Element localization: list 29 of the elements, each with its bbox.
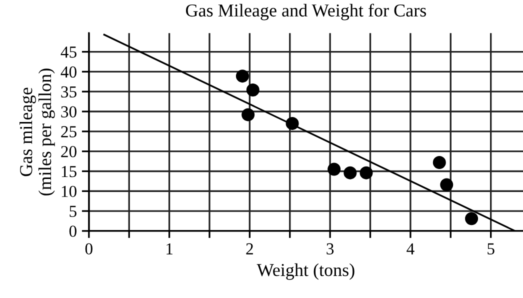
y-tick-label: 0 xyxy=(69,226,76,237)
y-tick-label: 20 xyxy=(61,146,76,158)
x-axis-title: Weight (tons) xyxy=(256,263,354,280)
x-tick-label: 0 xyxy=(85,243,92,254)
point xyxy=(360,166,373,180)
point xyxy=(242,108,255,122)
x-tick-label: 3 xyxy=(326,243,334,254)
y-tick-label: 10 xyxy=(62,186,76,198)
y-tick-label: 40 xyxy=(60,66,76,78)
x-tick-label: 1 xyxy=(166,243,172,254)
y-tick-label: 5 xyxy=(70,206,76,217)
point xyxy=(328,162,341,176)
x-tick-label: 4 xyxy=(406,243,414,254)
y-tick-label: 35 xyxy=(61,86,76,98)
point xyxy=(246,84,260,97)
point xyxy=(344,166,357,180)
chart-title: Gas Mileage and Weight for Cars xyxy=(186,4,426,20)
y-tick-label: 30 xyxy=(61,106,76,118)
point xyxy=(236,70,249,83)
x-tick-label: 2 xyxy=(246,243,253,254)
y-axis-title: Gas mileage (miles per gallon) xyxy=(20,68,55,196)
point xyxy=(440,178,454,192)
point xyxy=(465,212,478,226)
point xyxy=(286,116,299,130)
y-tick-label: 45 xyxy=(60,46,76,58)
point xyxy=(432,156,446,169)
x-tick-label: 5 xyxy=(488,243,494,254)
y-tick-label: 25 xyxy=(61,126,76,138)
y-tick-label: 15 xyxy=(62,166,76,178)
